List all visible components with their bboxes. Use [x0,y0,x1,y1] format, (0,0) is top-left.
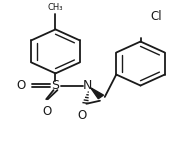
Text: O: O [16,79,25,92]
Text: O: O [77,109,86,122]
Text: O: O [42,105,51,117]
Text: S: S [52,79,60,92]
Text: CH₃: CH₃ [48,3,63,12]
Text: N: N [83,79,92,92]
Text: Cl: Cl [150,10,162,23]
Polygon shape [91,88,103,99]
